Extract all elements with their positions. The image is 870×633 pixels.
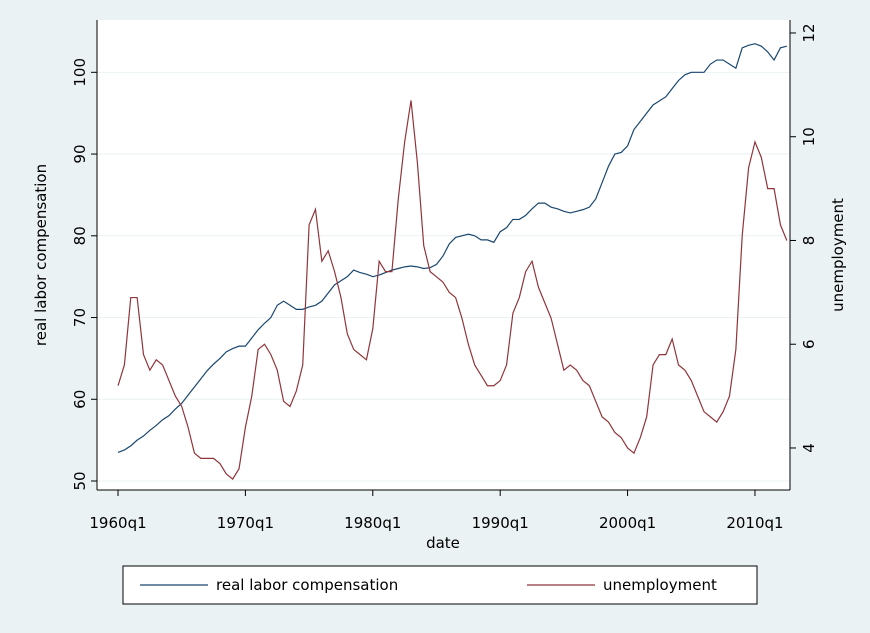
y-tick-label: 80 xyxy=(71,226,89,245)
y-tick-label: 70 xyxy=(71,308,89,327)
y2-tick-label: 8 xyxy=(800,236,818,246)
x-tick-label: 2010q1 xyxy=(726,514,783,532)
y2-tick-label: 6 xyxy=(800,339,818,349)
x-tick-label: 1970q1 xyxy=(217,514,274,532)
y-axis-title: real labor compensation xyxy=(32,164,50,346)
y-tick-label: 100 xyxy=(71,58,89,87)
x-tick-label: 2000q1 xyxy=(599,514,656,532)
y2-tick-label: 12 xyxy=(800,23,818,42)
legend xyxy=(122,565,758,605)
y-tick-label: 50 xyxy=(71,471,89,490)
x-tick-label: 1990q1 xyxy=(472,514,529,532)
legend-label: real labor compensation xyxy=(216,576,398,594)
legend-label: unemployment xyxy=(603,576,717,594)
y2-axis-title: unemployment xyxy=(829,198,847,312)
x-tick-label: 1980q1 xyxy=(344,514,401,532)
y2-tick-label: 10 xyxy=(800,127,818,146)
y-tick-label: 60 xyxy=(71,390,89,409)
x-tick-label: 1960q1 xyxy=(89,514,146,532)
y2-tick-label: 4 xyxy=(800,443,818,453)
y-tick-label: 90 xyxy=(71,145,89,164)
line-series xyxy=(117,43,787,453)
x-axis-title: date xyxy=(426,534,460,552)
line-series xyxy=(117,100,788,481)
